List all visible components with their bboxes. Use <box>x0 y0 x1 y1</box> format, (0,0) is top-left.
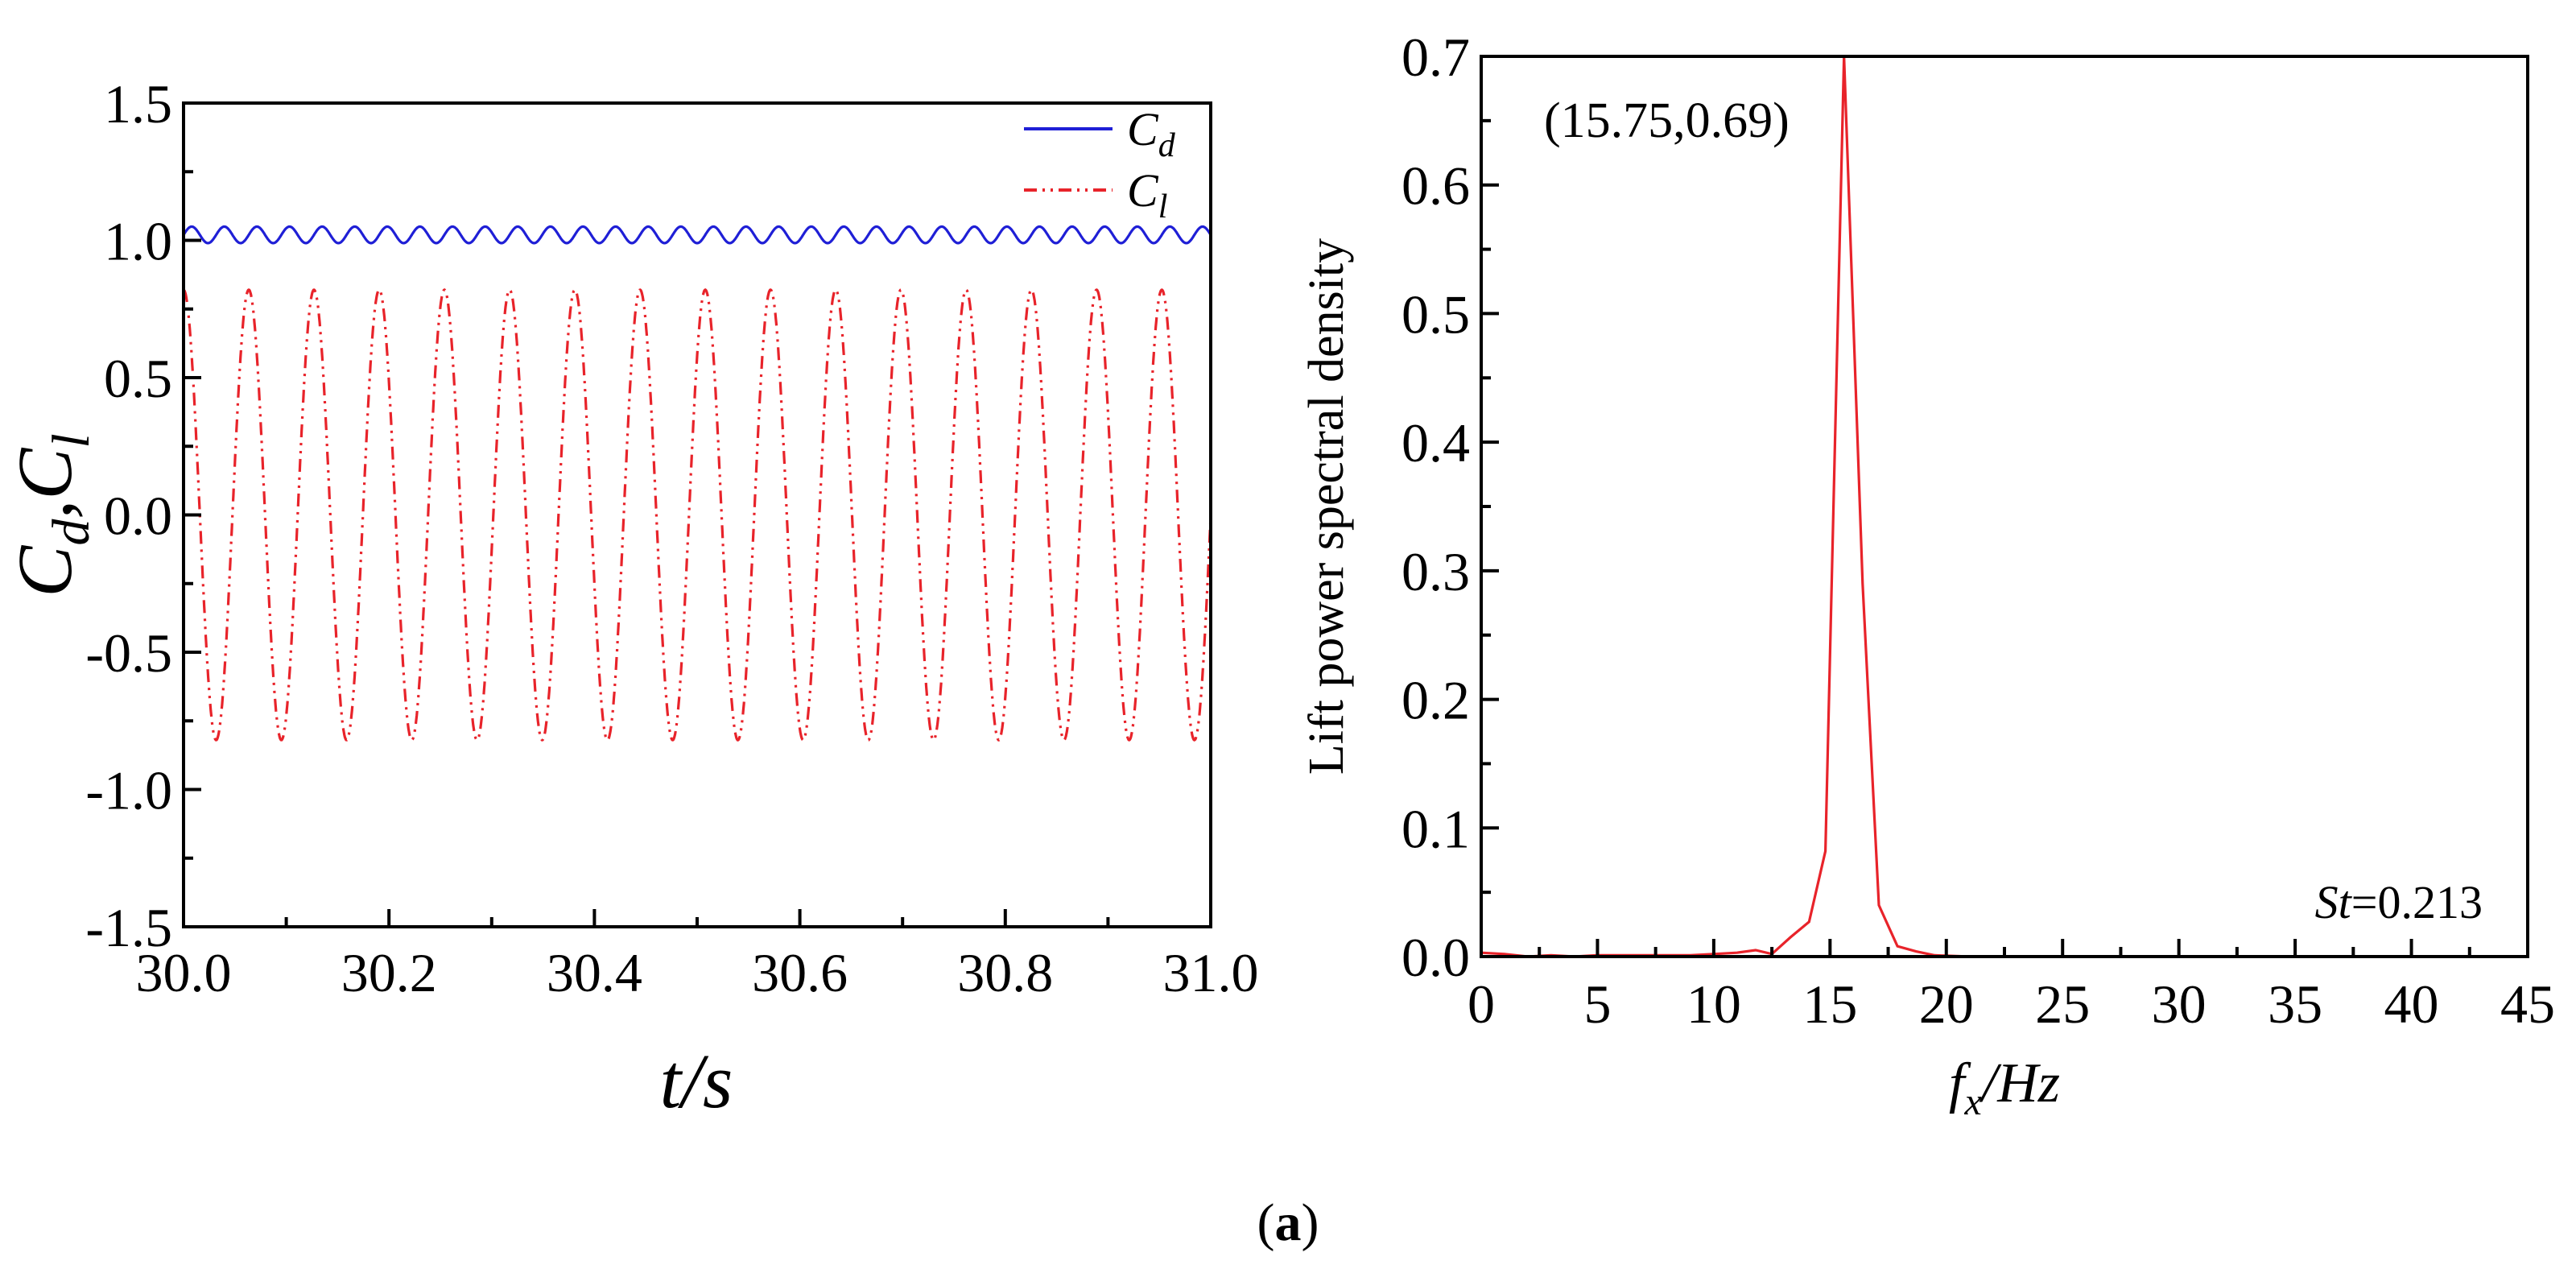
left-y-tick-label: -0.5 <box>85 622 172 684</box>
left-y-axis-title: Cd,Cl <box>2 433 101 597</box>
right-plot-frame <box>1480 55 2529 958</box>
right-x-tick-label: 25 <box>2035 973 2090 1035</box>
right-y-tick-label: 0.6 <box>1402 155 1470 217</box>
right-x-tick-label: 35 <box>2268 973 2322 1035</box>
right-y-tick-label: 0.0 <box>1402 927 1470 988</box>
right-y-tick-label: 0.2 <box>1402 670 1470 731</box>
right-x-tick-label: 5 <box>1583 973 1611 1035</box>
left-x-tick-label: 30.4 <box>547 942 642 1003</box>
left-tick-marks <box>182 101 1212 928</box>
left-x-axis-title: t/s <box>660 1038 733 1124</box>
left-x-tick-label: 31.0 <box>1163 942 1259 1003</box>
left-y-tick-label: 1.0 <box>104 211 172 272</box>
left-y-tick-label: 1.5 <box>104 73 172 134</box>
right-x-tick-label: 10 <box>1686 973 1741 1035</box>
left-y-tick-label: -1.0 <box>85 760 172 821</box>
right-y-axis-title: Lift power spectral density <box>1299 238 1354 775</box>
left-x-tick-label: 30.0 <box>136 942 232 1003</box>
right-x-axis-title: fx/Hz <box>1949 1052 2060 1123</box>
series-line-cd <box>182 225 1212 245</box>
right-x-tick-label: 30 <box>2152 973 2207 1035</box>
left-chart: 30.0 30.2 30.4 30.6 30.8 31.0 1.5 1.0 0.… <box>2 73 1259 1124</box>
legend-label-cl: Cl <box>1127 164 1167 225</box>
left-series-layer <box>182 225 1212 742</box>
right-y-tick-label: 0.1 <box>1402 798 1470 859</box>
series-line-lift-psd <box>1480 56 2528 958</box>
right-series-layer <box>1480 56 2528 958</box>
right-y-tick-label: 0.4 <box>1402 412 1470 473</box>
peak-annotation: (15.75,0.69) <box>1544 93 1790 148</box>
left-legend: Cd Cl <box>1024 103 1176 225</box>
right-chart: 0 5 10 15 20 25 30 35 40 45 0.7 0.6 0.5 … <box>1299 27 2555 1123</box>
left-y-tick-label: -1.5 <box>85 897 172 958</box>
right-x-tick-label: 0 <box>1468 973 1495 1035</box>
left-x-tick-label: 30.8 <box>957 942 1053 1003</box>
left-x-tick-label: 30.6 <box>752 942 848 1003</box>
left-y-tick-label: 0.0 <box>104 486 172 547</box>
left-plot-frame <box>182 101 1212 928</box>
right-y-tick-label: 0.3 <box>1402 541 1470 602</box>
right-y-tick-label: 0.7 <box>1402 27 1470 88</box>
left-y-tick-label: 0.5 <box>104 348 172 409</box>
right-x-tick-label: 45 <box>2500 973 2555 1035</box>
right-x-tick-label: 20 <box>1919 973 1974 1035</box>
right-x-tick-label: 15 <box>1802 973 1857 1035</box>
right-y-tick-labels: 0.7 0.6 0.5 0.4 0.3 0.2 0.1 0.0 <box>1402 27 1470 988</box>
right-x-tick-labels: 0 5 10 15 20 25 30 35 40 45 <box>1468 973 2555 1035</box>
left-x-tick-labels: 30.0 30.2 30.4 30.6 30.8 31.0 <box>136 942 1259 1003</box>
left-x-tick-label: 30.2 <box>341 942 437 1003</box>
legend-label-cd: Cd <box>1127 103 1176 164</box>
series-line-cl <box>183 288 1212 742</box>
strouhal-annotation: St=0.213 <box>2315 876 2483 928</box>
right-y-tick-label: 0.5 <box>1402 283 1470 345</box>
left-y-tick-labels: 1.5 1.0 0.5 0.0 -0.5 -1.0 -1.5 <box>85 73 172 958</box>
right-x-tick-label: 40 <box>2384 973 2439 1035</box>
right-tick-marks <box>1480 55 2529 958</box>
figure-label: (a) <box>1257 1193 1319 1252</box>
